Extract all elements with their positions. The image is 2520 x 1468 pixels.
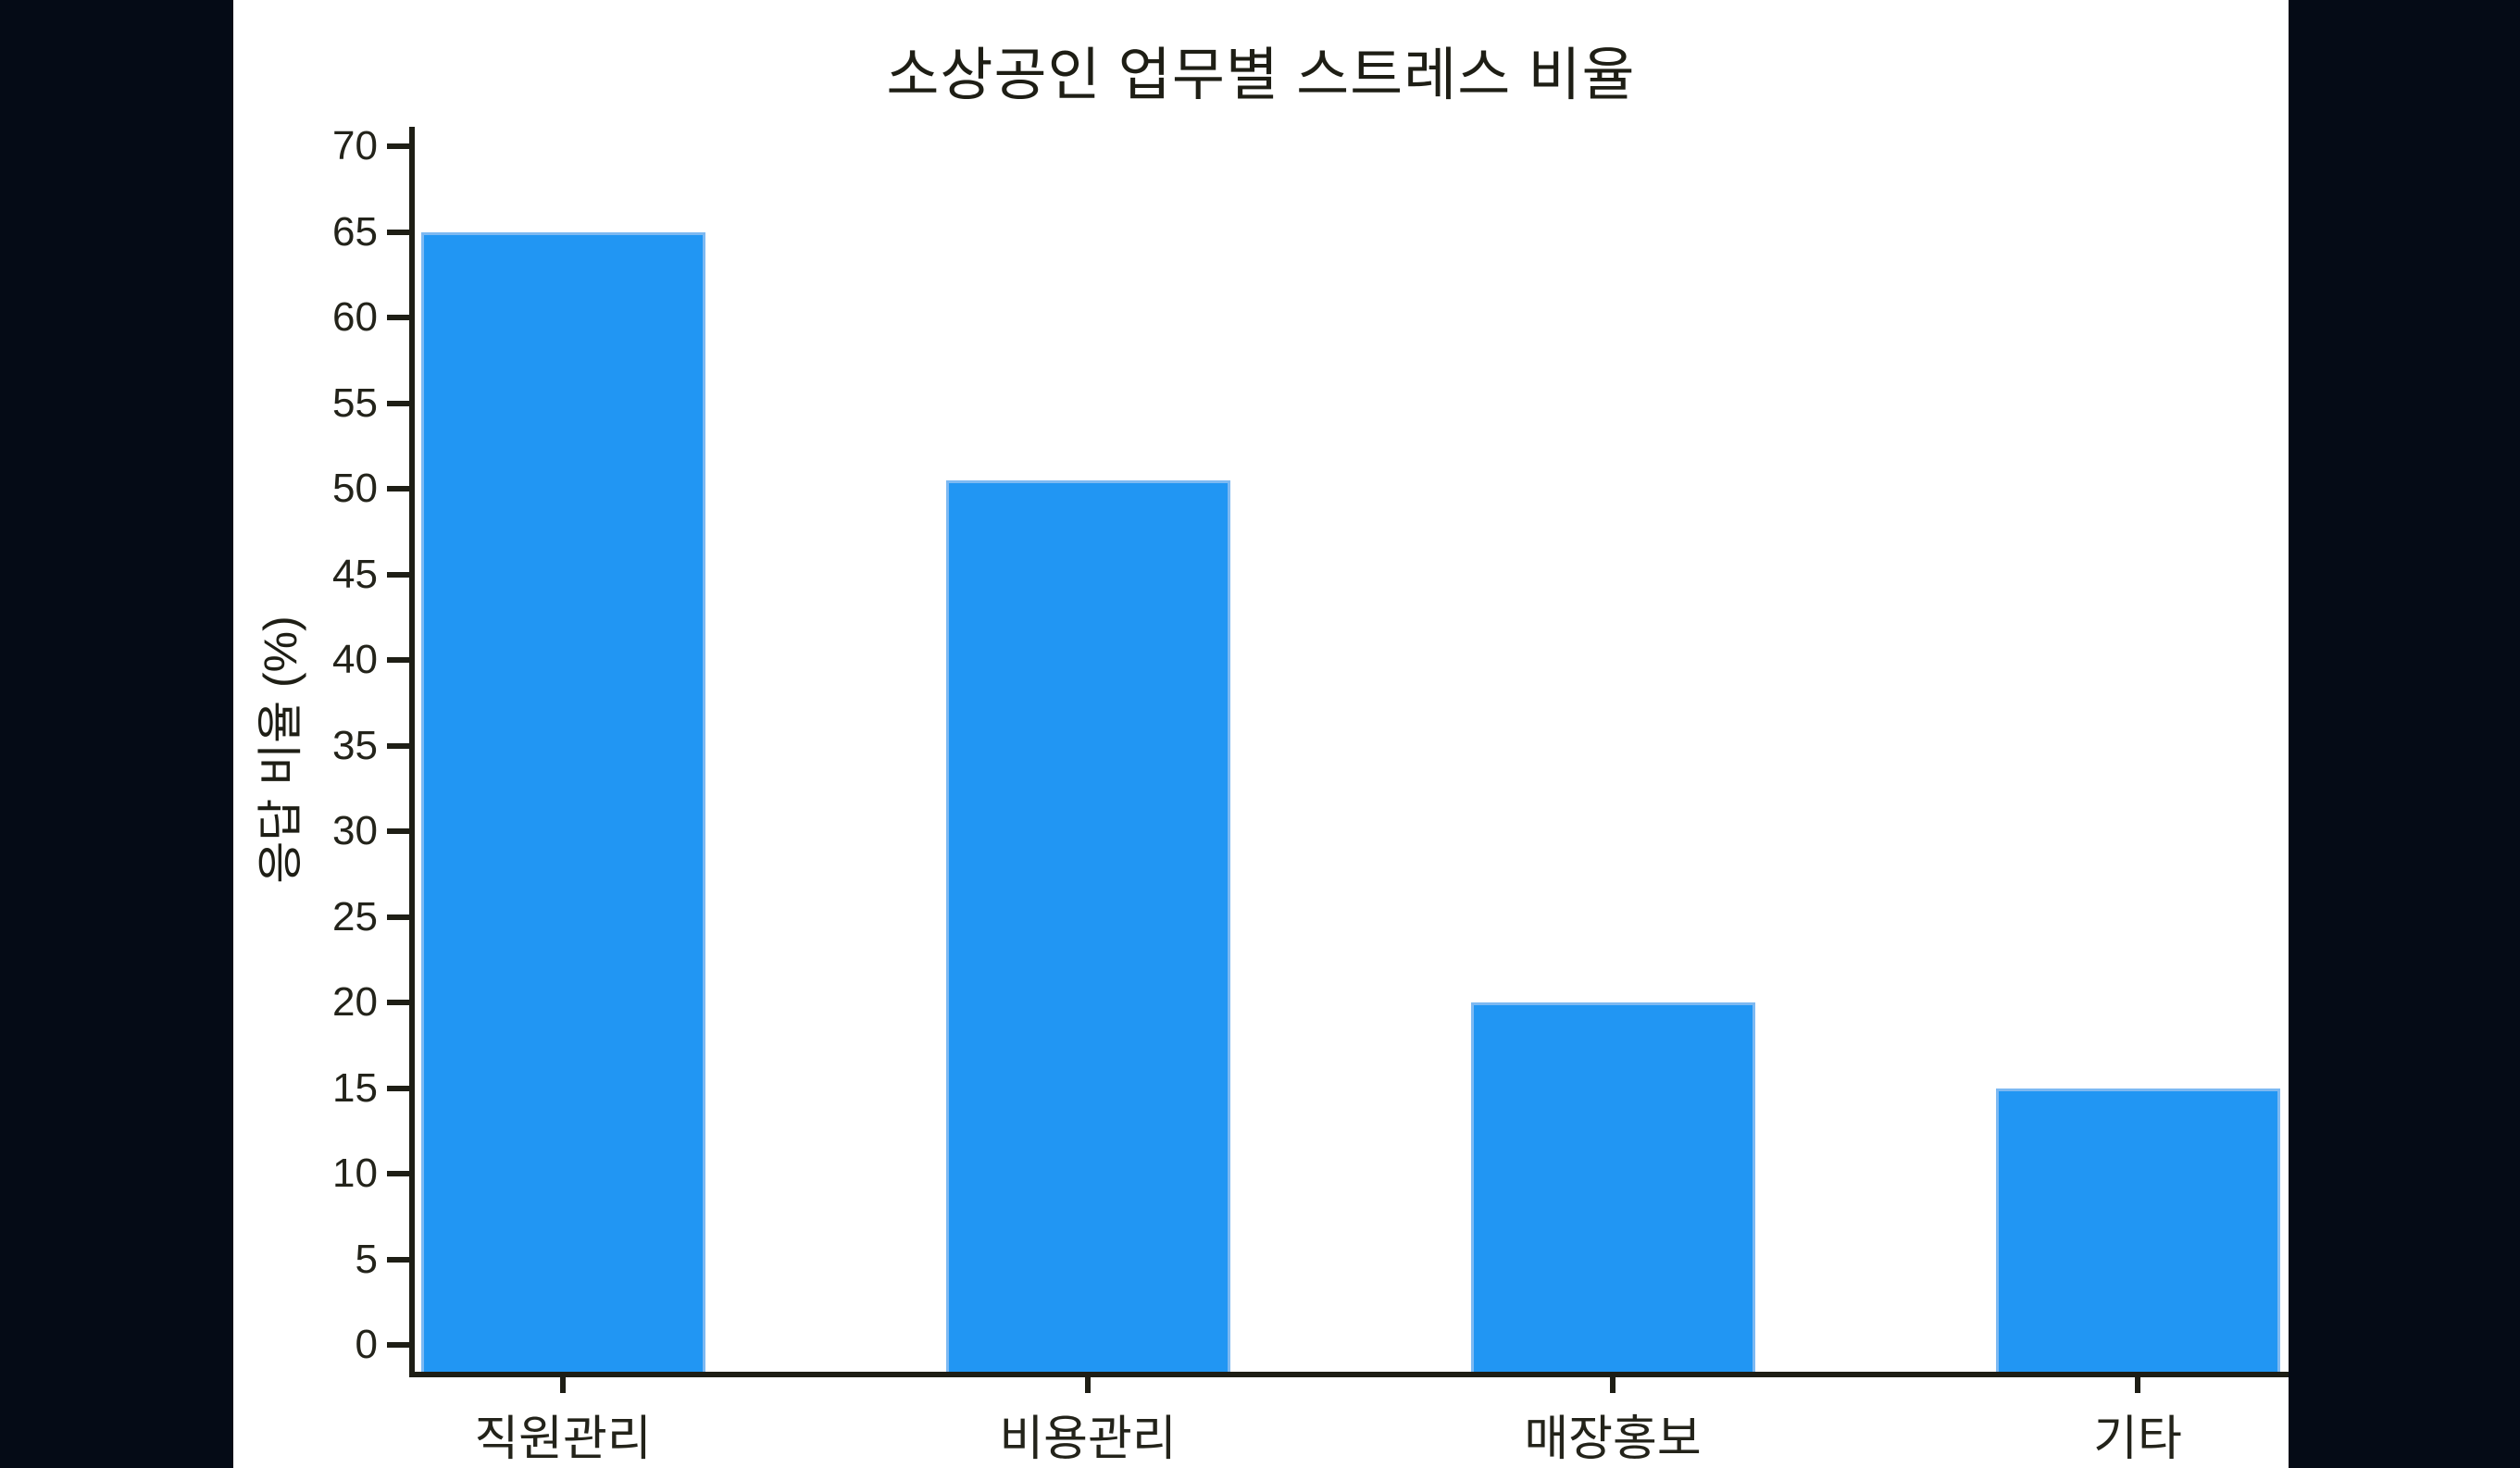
y-tick-mark bbox=[387, 1256, 409, 1263]
x-tick-label: 직원관리 bbox=[474, 1412, 652, 1466]
x-tick-label: 비용관리 bbox=[999, 1412, 1177, 1466]
y-tick-mark bbox=[387, 229, 409, 235]
y-tick-mark bbox=[387, 143, 409, 149]
y-tick-label: 50 bbox=[332, 466, 378, 511]
y-tick-label: 20 bbox=[332, 979, 378, 1025]
y-tick-label: 30 bbox=[332, 808, 378, 853]
y-tick-label: 55 bbox=[332, 379, 378, 426]
y-tick-label: 70 bbox=[332, 123, 378, 168]
chart-title: 소상공인 업무별 스트레스 비율 bbox=[886, 44, 1636, 107]
y-tick-mark bbox=[387, 914, 409, 920]
y-tick-label: 40 bbox=[332, 637, 378, 682]
y-tick-mark bbox=[387, 315, 409, 320]
y-tick-label: 0 bbox=[355, 1322, 378, 1367]
y-tick-label: 10 bbox=[332, 1151, 378, 1196]
y-tick-mark bbox=[387, 571, 409, 578]
bar-직원관리 bbox=[420, 231, 705, 1372]
y-tick-label: 15 bbox=[332, 1064, 378, 1111]
y-tick-label: 45 bbox=[332, 551, 378, 597]
y-tick-mark bbox=[387, 1171, 409, 1176]
y-tick-mark bbox=[387, 1085, 409, 1091]
y-tick-mark bbox=[387, 486, 409, 491]
x-tick-label: 기타 bbox=[2093, 1412, 2182, 1466]
x-tick-mark bbox=[1085, 1377, 1091, 1393]
y-axis-spine bbox=[409, 127, 415, 1377]
bar-기타 bbox=[1995, 1088, 2280, 1372]
y-tick-label: 35 bbox=[332, 722, 378, 768]
y-tick-label: 65 bbox=[332, 208, 378, 255]
y-tick-label: 5 bbox=[355, 1236, 378, 1282]
y-tick-label: 60 bbox=[332, 294, 378, 340]
bar-매장홍보 bbox=[1470, 1002, 1755, 1372]
y-tick-mark bbox=[387, 400, 409, 406]
bar-비용관리 bbox=[945, 479, 1230, 1372]
y-tick-mark bbox=[387, 1342, 409, 1348]
x-tick-mark bbox=[2135, 1377, 2140, 1393]
x-tick-mark bbox=[1610, 1377, 1616, 1393]
x-axis-spine bbox=[409, 1372, 2289, 1377]
y-tick-mark bbox=[387, 657, 409, 663]
x-tick-label: 매장홍보 bbox=[1524, 1412, 1702, 1466]
y-tick-mark bbox=[387, 742, 409, 749]
x-tick-mark bbox=[560, 1377, 566, 1393]
y-tick-mark bbox=[387, 1000, 409, 1005]
y-tick-mark bbox=[387, 828, 409, 834]
y-tick-label: 25 bbox=[332, 893, 378, 939]
